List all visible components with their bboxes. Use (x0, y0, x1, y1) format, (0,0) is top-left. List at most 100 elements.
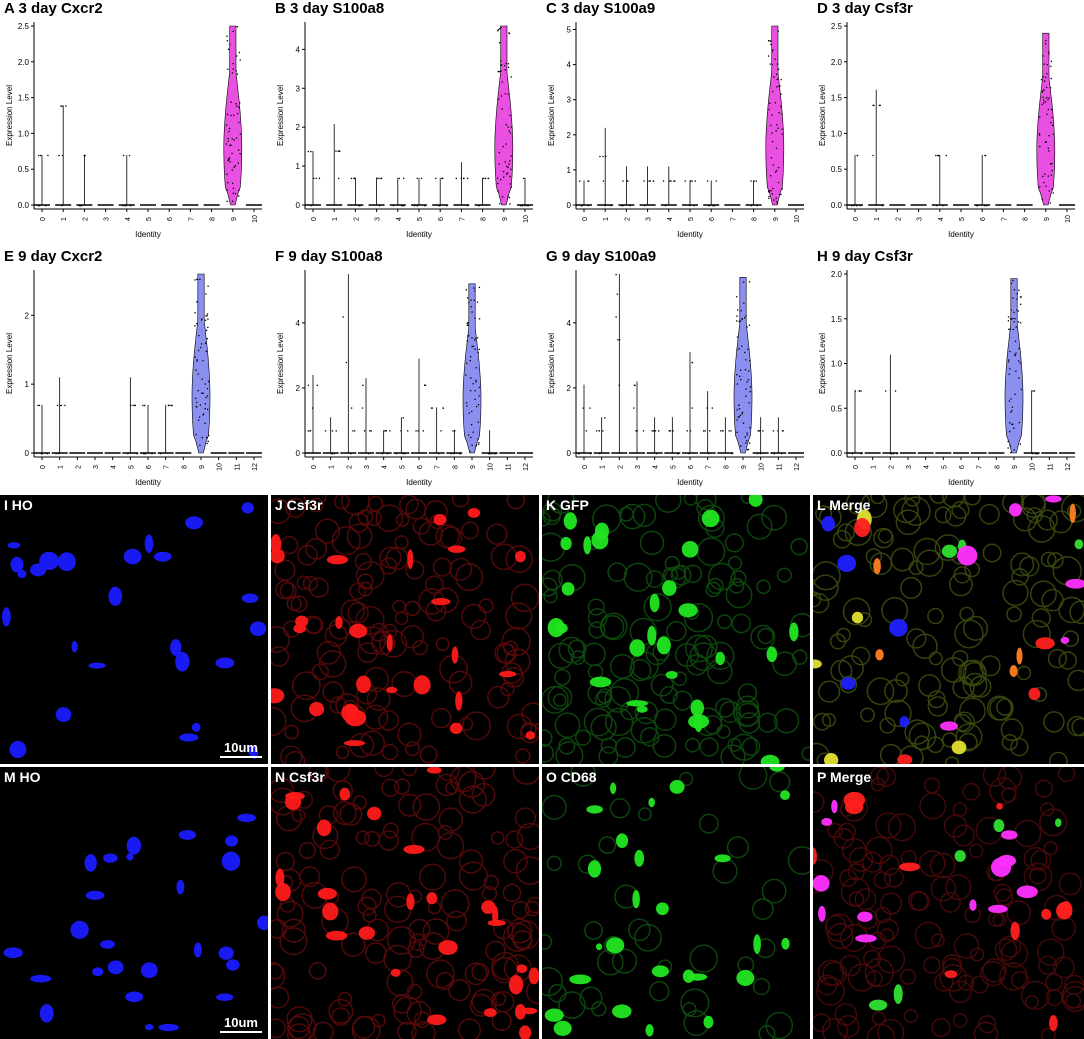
cell-point (738, 408, 741, 410)
cell-point (477, 443, 480, 446)
cell-ring (355, 830, 370, 845)
cell-point (782, 430, 784, 432)
cell-ring (386, 925, 416, 955)
cell-blob (427, 1014, 447, 1026)
cell-ring (524, 900, 539, 917)
cell-ring (458, 849, 484, 874)
x-tick-label: 11 (505, 463, 512, 470)
cell-point (197, 389, 199, 392)
cell-point (1011, 406, 1014, 408)
cell-point (505, 123, 507, 126)
cell-ring (1069, 600, 1084, 625)
cell-point (649, 180, 651, 182)
cell-point (768, 108, 770, 111)
cell-point (455, 177, 457, 180)
cell-ring (927, 696, 949, 717)
cell-point (236, 73, 239, 75)
cell-ring (876, 767, 897, 787)
cell-ring (969, 675, 992, 698)
cell-ring (332, 780, 353, 801)
x-tick-label: 2 (895, 217, 902, 221)
cell-point (746, 326, 748, 328)
cell-point (60, 404, 62, 407)
cell-point (204, 408, 206, 410)
cell-ring (505, 830, 524, 849)
cell-point (497, 28, 500, 31)
cell-point (466, 322, 468, 325)
cell-ring (543, 589, 558, 604)
cell-point (227, 68, 229, 70)
cell-point (740, 445, 742, 447)
x-tick-label: 10 (252, 215, 259, 223)
cell-blob (897, 754, 913, 764)
cell-ring (904, 719, 930, 745)
cell-blob (813, 659, 822, 669)
cell-point (1044, 43, 1047, 45)
cell-point (781, 430, 784, 432)
cell-blob (158, 1023, 180, 1032)
cell-point (1051, 170, 1053, 172)
cell-ring (604, 686, 632, 713)
cell-point (228, 127, 231, 130)
cell-point (744, 317, 746, 319)
cell-ring (411, 1021, 436, 1039)
cell-ring (801, 746, 810, 761)
cell-ring (1047, 648, 1068, 669)
x-tick-label: 1 (61, 217, 68, 221)
cell-ring (959, 697, 986, 725)
cell-point (748, 281, 751, 283)
cell-ring (570, 767, 597, 787)
cell-blob (753, 934, 761, 955)
x-tick-label: 2 (617, 465, 624, 469)
cell-point (206, 387, 209, 390)
panel-title: H 9 day Csf3r (817, 248, 913, 265)
cell-blob (651, 965, 669, 978)
cell-point (195, 433, 197, 436)
cell-point (478, 442, 480, 444)
cell-point (736, 409, 738, 411)
cell-ring (1022, 619, 1051, 649)
cell-point (1051, 188, 1053, 190)
cell-ring (600, 737, 617, 754)
violin-shape (462, 283, 482, 454)
cell-point (58, 154, 60, 157)
cell-ring (1006, 900, 1032, 926)
cell-point (509, 175, 511, 178)
cell-point (226, 35, 228, 37)
fluorescence-image (542, 495, 810, 764)
cell-blob (125, 991, 144, 1003)
x-tick-label: 9 (741, 465, 748, 469)
cell-point (504, 93, 507, 95)
cell-point (599, 155, 601, 158)
cell-ring (655, 495, 682, 513)
cell-blob (316, 819, 332, 837)
cell-point (1045, 39, 1047, 42)
cell-ring (948, 980, 972, 1004)
cell-point (879, 104, 881, 107)
cell-point (738, 404, 740, 406)
cell-ring (487, 685, 510, 709)
cell-ring (1000, 940, 1029, 968)
cell-ring (526, 896, 539, 914)
cell-blob (969, 899, 977, 911)
cell-point (1018, 360, 1020, 362)
cell-point (205, 315, 207, 317)
x-tick-label: 6 (146, 465, 153, 469)
cell-point (773, 76, 775, 78)
cell-ring (542, 743, 555, 763)
cell-point (1040, 78, 1043, 81)
cell-ring (584, 921, 603, 940)
cell-ring (939, 891, 961, 913)
cell-ring (280, 535, 299, 555)
cell-point (363, 430, 366, 432)
cell-point (474, 348, 476, 350)
cell-point (622, 180, 624, 182)
cell-point (747, 370, 750, 372)
cell-ring (765, 1011, 794, 1039)
cell-ring (328, 998, 354, 1024)
x-tick-label: 1 (871, 465, 878, 469)
cell-ring (1058, 596, 1084, 624)
cell-point (59, 404, 61, 407)
cell-ring (813, 712, 832, 731)
